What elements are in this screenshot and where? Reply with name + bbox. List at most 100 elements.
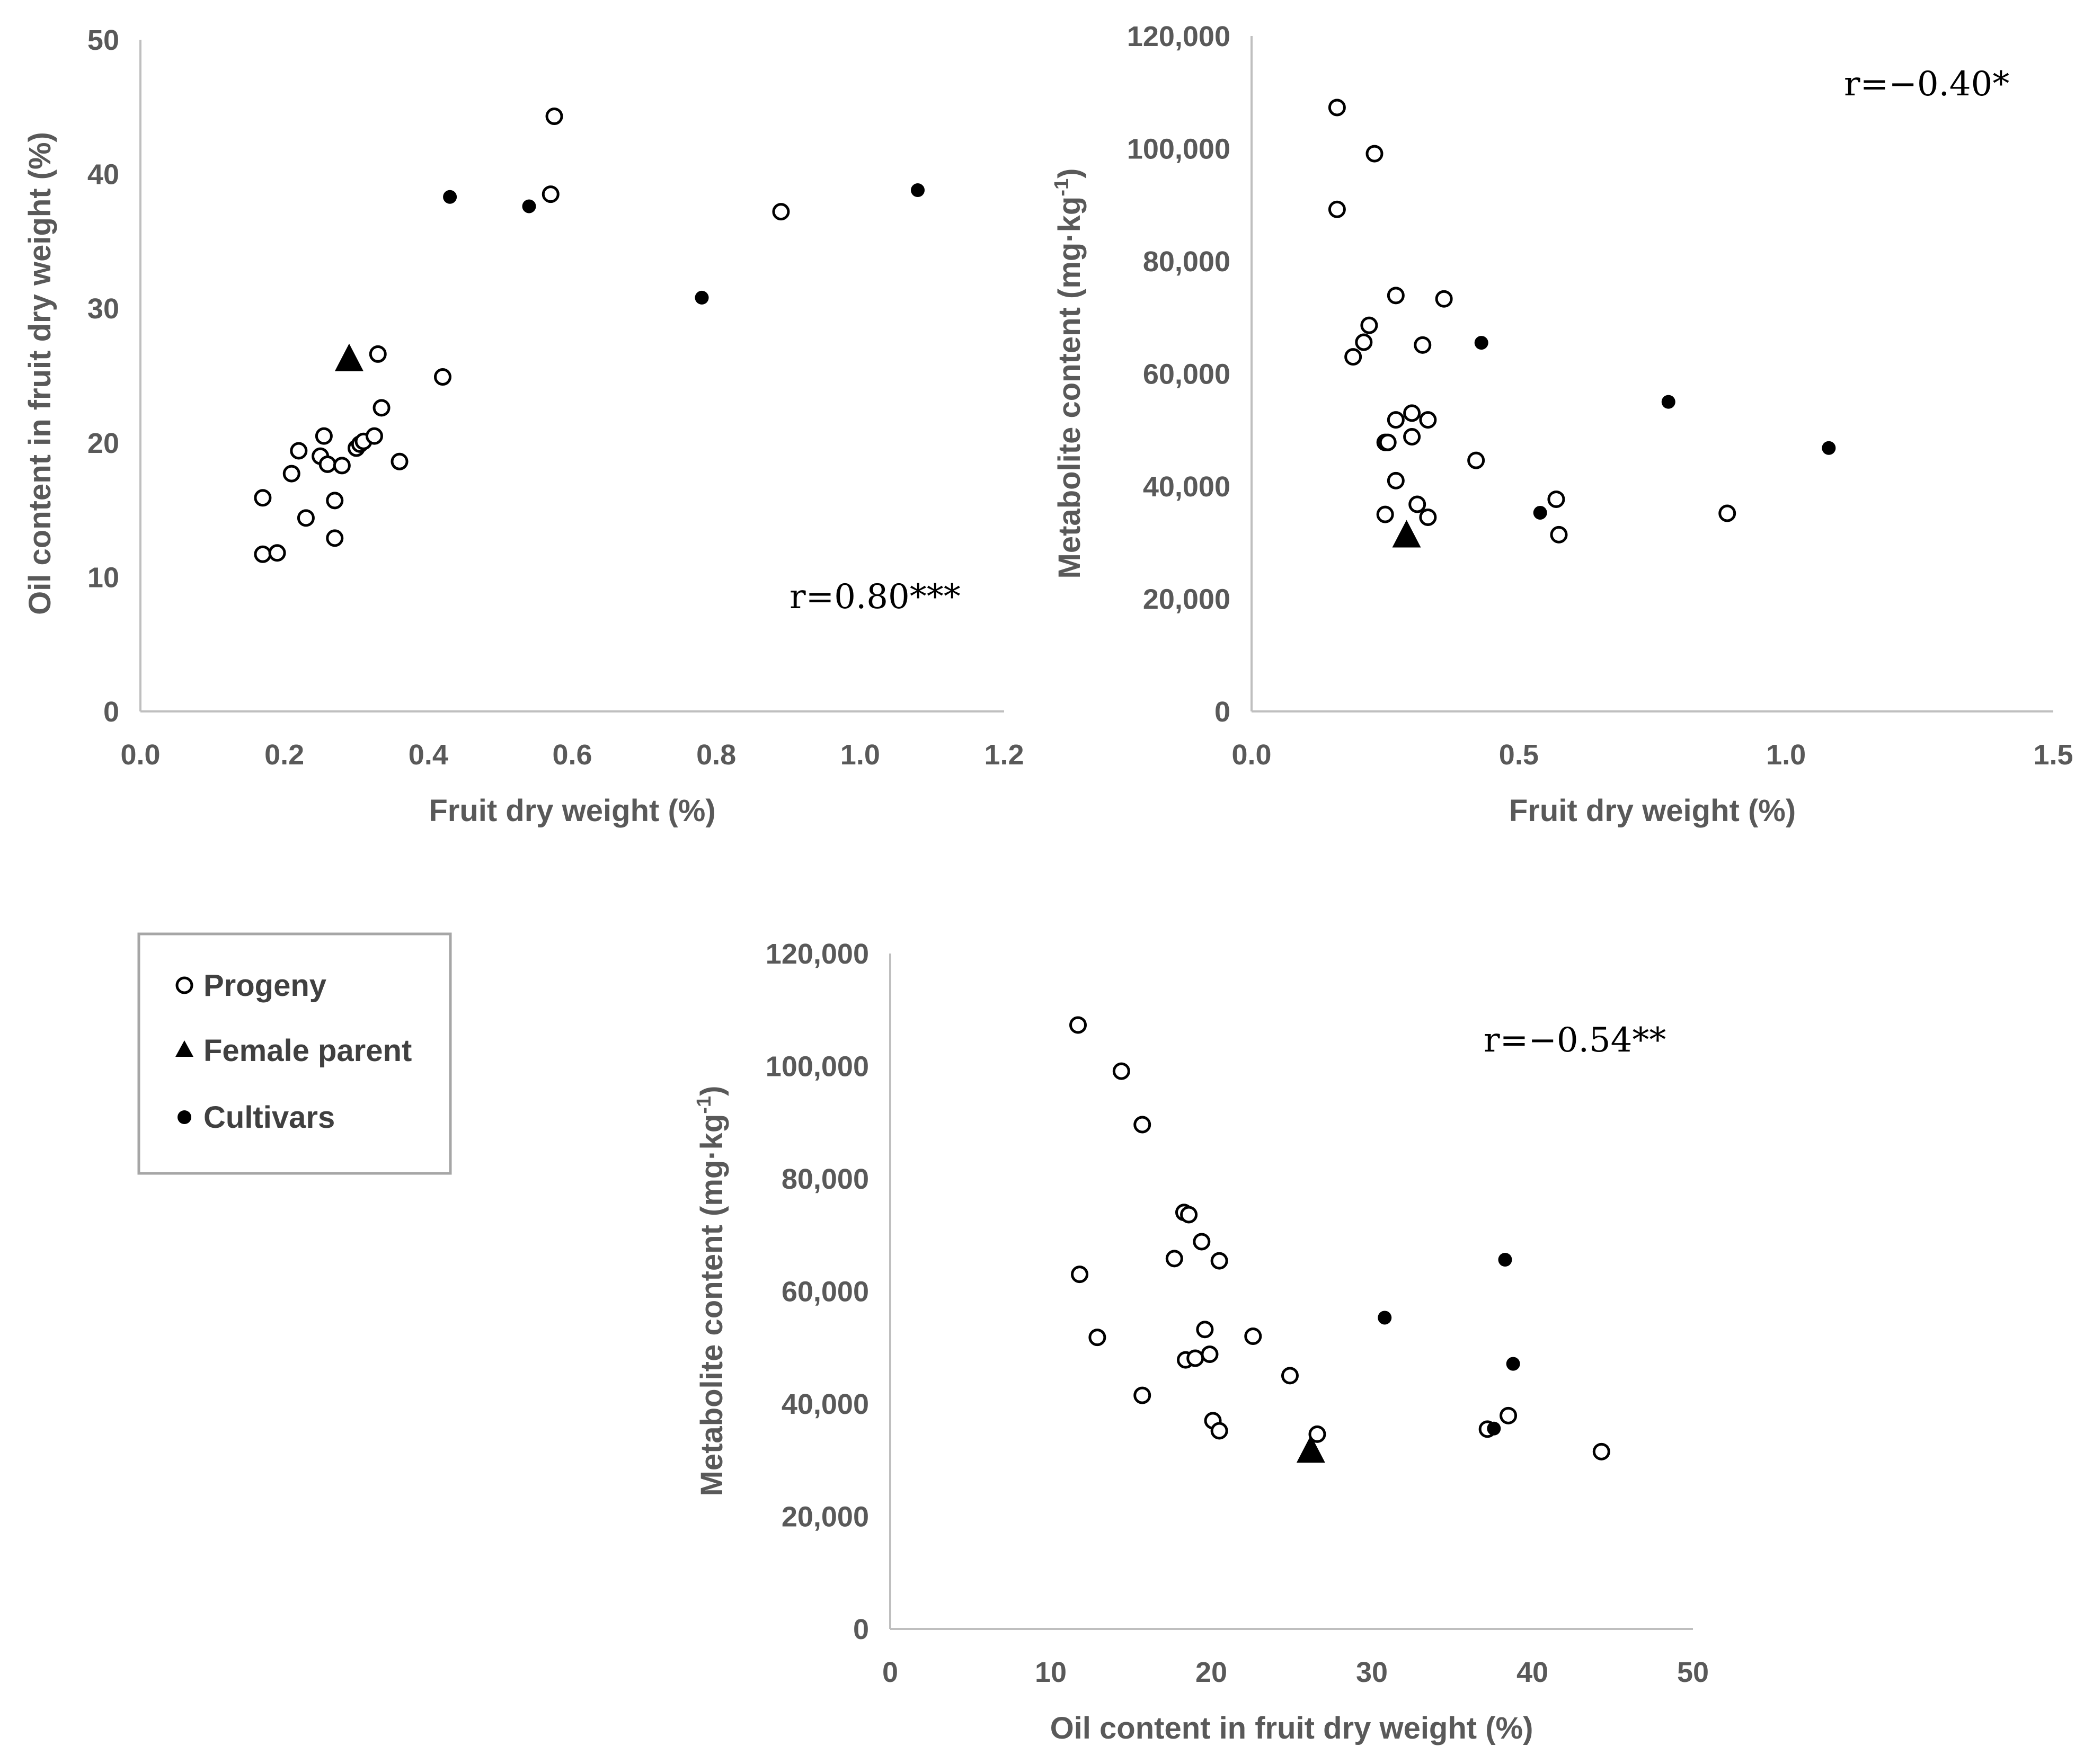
progeny-point	[318, 455, 336, 473]
y-axis-title: Metabolite content (mg·kg-1)	[693, 1086, 729, 1496]
progeny-point	[1403, 428, 1421, 446]
y-axis-title-superscript: -1	[1051, 179, 1073, 197]
cultivar-point	[695, 290, 709, 305]
legend-label-female-parent: Female parent	[203, 1034, 412, 1068]
progeny-point	[1387, 471, 1405, 489]
progeny-point	[1408, 495, 1426, 513]
y-tick-label: 60,000	[782, 1276, 869, 1308]
y-tick-label: 100,000	[1127, 133, 1230, 165]
cultivar-point	[1506, 1357, 1520, 1371]
progeny-point	[772, 203, 790, 221]
female-parent-point	[334, 343, 363, 371]
y-axis-title-superscript: -1	[693, 1096, 715, 1114]
progeny-point	[1419, 411, 1437, 429]
progeny-point	[542, 185, 560, 203]
filled-circle-marker-icon	[178, 1110, 191, 1124]
x-tick-label: 1.2	[984, 739, 1024, 771]
x-axis-title: Fruit dry weight (%)	[1509, 794, 1796, 828]
x-axis-title: Oil content in fruit dry weight (%)	[1050, 1711, 1533, 1745]
progeny-point	[282, 465, 300, 483]
x-tick-label: 0	[882, 1656, 898, 1688]
progeny-point	[1244, 1328, 1262, 1345]
y-tick-label: 30	[87, 293, 119, 325]
progeny-point	[1360, 316, 1378, 334]
x-tick-label: 0.2	[264, 739, 304, 771]
filled-triangle-marker-icon	[175, 1040, 193, 1057]
correlation-annotation: r=−0.54**	[1484, 1021, 1666, 1060]
progeny-point	[1467, 451, 1485, 469]
progeny-point	[1088, 1329, 1106, 1347]
y-tick-label: 40,000	[1143, 471, 1230, 503]
progeny-point	[254, 489, 272, 507]
cultivar-point	[1498, 1253, 1512, 1267]
progeny-point	[391, 452, 409, 470]
progeny-point	[1403, 404, 1421, 422]
correlation-annotation: r=0.80***	[790, 577, 961, 617]
x-tick-label: 0.0	[1231, 739, 1271, 771]
cultivar-point	[1822, 441, 1836, 455]
progeny-point	[1180, 1206, 1198, 1224]
x-tick-label: 40	[1516, 1656, 1548, 1688]
correlation-annotation: r=−0.40*	[1844, 65, 2009, 104]
progeny-point	[1196, 1321, 1214, 1339]
progeny-point	[369, 345, 387, 363]
progeny-point	[373, 399, 391, 417]
progeny-point	[333, 457, 351, 475]
progeny-point	[1069, 1016, 1087, 1034]
progeny-point	[1379, 433, 1397, 451]
progeny-point	[1133, 1116, 1151, 1134]
progeny-point	[1112, 1062, 1130, 1080]
progeny-point	[1355, 333, 1373, 351]
x-tick-label: 1.0	[840, 739, 880, 771]
progeny-point	[1550, 525, 1568, 544]
progeny-point	[434, 368, 451, 386]
y-tick-label: 40	[87, 159, 119, 191]
female-parent-point	[1392, 520, 1421, 548]
open-circle-marker-icon	[175, 976, 193, 994]
progeny-point	[1201, 1346, 1219, 1363]
progeny-point	[1308, 1425, 1326, 1443]
cultivar-point	[1474, 336, 1488, 350]
progeny-point	[1210, 1422, 1228, 1440]
progeny-point	[1165, 1250, 1183, 1268]
y-tick-label: 0	[853, 1614, 869, 1645]
cultivar-point	[522, 199, 536, 213]
progeny-point	[254, 545, 272, 563]
progeny-point	[1592, 1442, 1610, 1460]
x-tick-label: 20	[1195, 1656, 1227, 1688]
progeny-point	[290, 442, 308, 460]
progeny-point	[545, 108, 563, 126]
y-tick-label: 60,000	[1143, 359, 1230, 390]
legend: Progeny Female parent Cultivars	[137, 932, 452, 1175]
progeny-point	[1419, 508, 1437, 526]
legend-item-female-parent: Female parent	[175, 1034, 412, 1068]
female-parent-point	[1296, 1435, 1325, 1463]
y-axis-title-text: Oil content in fruit dry weight (%)	[23, 132, 57, 615]
y-axis-title-suffix: )	[1052, 168, 1087, 179]
chart-panel-metabolite-vs-oil: 0 10 20 30 40 50 0 20,000 40,000 60,000 80,000 100,…	[693, 938, 1709, 1745]
x-tick-label: 0.5	[1499, 739, 1539, 771]
y-axis-title-text: Metabolite content (mg·kg	[1052, 197, 1087, 579]
y-axis-title-suffix: )	[695, 1086, 729, 1096]
progeny-point	[1186, 1349, 1204, 1367]
x-axis-title: Fruit dry weight (%)	[429, 794, 715, 828]
x-tick-label: 1.0	[1766, 739, 1806, 771]
y-tick-label: 10	[87, 562, 119, 593]
chart-panel-metabolite-vs-dry-weight: 0.0 0.5 1.0 1.5 0 20,000 40,000 60,000 80,000 100…	[1051, 21, 2073, 828]
progeny-point	[1328, 200, 1346, 218]
y-tick-label: 80,000	[1143, 246, 1230, 278]
progeny-point	[1414, 336, 1432, 354]
progeny-point	[297, 509, 315, 527]
x-tick-label: 10	[1035, 1656, 1067, 1688]
y-tick-label: 20	[87, 427, 119, 459]
progeny-point	[1500, 1406, 1518, 1424]
x-tick-label: 1.5	[2033, 739, 2073, 771]
progeny-point	[1718, 504, 1736, 522]
progeny-point	[1193, 1233, 1211, 1251]
cultivar-point	[911, 183, 925, 198]
y-tick-label: 0	[103, 696, 119, 728]
progeny-point	[1435, 290, 1453, 308]
y-tick-label: 0	[1214, 696, 1230, 728]
x-tick-label: 50	[1677, 1656, 1709, 1688]
y-tick-label: 20,000	[782, 1501, 869, 1533]
